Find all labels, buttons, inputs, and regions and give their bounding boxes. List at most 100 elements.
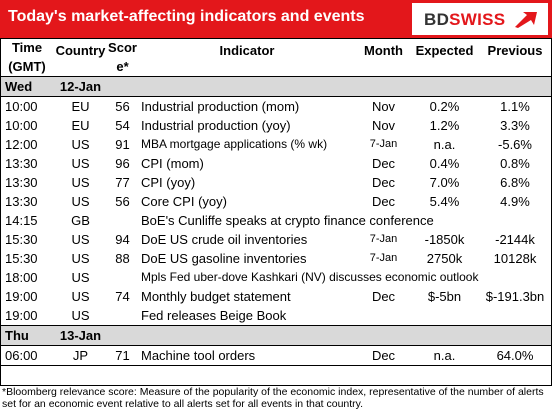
cell-time: 13:30 [5, 194, 38, 209]
cell-previous: -2144k [495, 232, 535, 247]
day-group-thu: Thu 13-Jan 06:00 JP 71 Machine tool orde… [1, 325, 551, 366]
cell-country: GB [71, 213, 90, 228]
cell-score [108, 306, 137, 326]
table-row: 06:00 JP 71 Machine tool orders Dec n.a.… [1, 345, 551, 366]
cell-previous: 3.3% [500, 118, 530, 133]
cell-score: 74 [115, 289, 130, 304]
indicator-table: Time (GMT) Country Score* Indicator Mont… [1, 38, 551, 366]
col-header-month: Month [357, 38, 410, 77]
cell-score: 91 [115, 137, 130, 152]
cell-month: Nov [371, 118, 396, 133]
table-row: 12:00 US 91 MBA mortgage applications (%… [1, 135, 551, 154]
col-header-score: Score* [108, 38, 137, 77]
cell-month: Dec [371, 156, 396, 171]
cell-month: 7-Jan [369, 138, 398, 150]
cell-expected: n.a. [433, 137, 456, 152]
day-date: 13-Jan [53, 325, 108, 346]
cell-indicator: Monthly budget statement [141, 289, 291, 304]
cell-expected: -1850k [424, 232, 465, 247]
cell-previous: 6.8% [500, 175, 530, 190]
col-header-indicator: Indicator [137, 38, 357, 77]
table-row: 15:30 US 88 DoE US gasoline inventories … [1, 249, 551, 268]
cell-time: 19:00 [5, 308, 38, 323]
table-row: 19:00 US Fed releases Beige Book [1, 306, 551, 326]
cell-time: 10:00 [5, 118, 38, 133]
title-bar: Today's market-affecting indicators and … [0, 0, 552, 38]
cell-time: 06:00 [1, 345, 53, 366]
cell-previous: 4.9% [500, 194, 530, 209]
table-row: 18:00 US Mpls Fed uber-dove Kashkari (NV… [1, 268, 551, 287]
cell-country: EU [71, 99, 90, 114]
cell-score: 56 [115, 194, 130, 209]
bdswiss-logo: BDSWISS [412, 3, 548, 35]
table-row: 13:30 US 77 CPI (yoy) Dec 7.0% 6.8% [1, 173, 551, 192]
cell-expected: 7.0% [429, 175, 460, 190]
cell-time: 12:00 [5, 137, 38, 152]
cell-country: EU [71, 118, 90, 133]
cell-country: US [71, 251, 90, 266]
cell-indicator: Fed releases Beige Book [141, 308, 287, 323]
cell-time: 19:00 [5, 289, 38, 304]
cell-score: 77 [115, 175, 130, 190]
cell-country: US [71, 194, 90, 209]
table-row: 14:15 GB BoE's Cunliffe speaks at crypto… [1, 211, 551, 230]
cell-expected: 5.4% [429, 194, 460, 209]
cell-time: 14:15 [5, 213, 38, 228]
table-row: 10:00 EU 56 Industrial production (mom) … [1, 97, 551, 117]
cell-country: JP [53, 345, 108, 366]
cell-country: US [71, 137, 90, 152]
logo-suffix: SWISS [449, 10, 506, 29]
cell-month: 7-Jan [369, 252, 398, 264]
cell-indicator: DoE US crude oil inventories [141, 232, 308, 247]
col-header-previous: Previous [479, 38, 551, 77]
day-date: 12-Jan [53, 76, 108, 97]
cell-time: 15:30 [5, 251, 38, 266]
cell-country: US [71, 232, 90, 247]
cell-time: 13:30 [5, 156, 38, 171]
cell-expected: n.a. [410, 345, 479, 366]
cell-score: 88 [115, 251, 130, 266]
cell-country: US [71, 156, 90, 171]
cell-score [108, 268, 137, 287]
day-weekday: Wed [1, 76, 53, 97]
cell-indicator: DoE US gasoline inventories [141, 251, 307, 266]
logo-prefix: BD [424, 10, 450, 29]
cell-score: 94 [115, 232, 130, 247]
day-group-wed: Wed 12-Jan 10:00 EU 56 Industrial produc… [1, 76, 551, 326]
cell-indicator: Industrial production (mom) [141, 99, 300, 114]
cell-expected: 1.2% [429, 118, 460, 133]
cell-indicator: CPI (mom) [141, 156, 204, 171]
cell-month: Dec [371, 194, 396, 209]
cell-month: Dec [371, 289, 396, 304]
cell-previous: 1.1% [500, 99, 530, 114]
table-row: 19:00 US 74 Monthly budget statement Dec… [1, 287, 551, 306]
cell-indicator: MBA mortgage applications (% wk) [141, 137, 328, 151]
logo-chevron-icon [515, 12, 537, 28]
table-row: 10:00 EU 54 Industrial production (yoy) … [1, 116, 551, 135]
cell-month: 7-Jan [369, 233, 398, 245]
page-title: Today's market-affecting indicators and … [8, 8, 365, 25]
day-header-row: Thu 13-Jan [1, 325, 551, 346]
cell-country: US [71, 270, 90, 285]
column-header-row: Time (GMT) Country Score* Indicator Mont… [1, 38, 551, 77]
cell-month: Dec [357, 345, 410, 366]
col-header-country: Country [53, 38, 108, 77]
cell-previous: 0.8% [500, 156, 530, 171]
cell-score: 71 [108, 345, 137, 366]
cell-expected: 0.4% [429, 156, 460, 171]
cell-score: 96 [115, 156, 130, 171]
day-header-row: Wed 12-Jan [1, 76, 551, 97]
cell-expected: $-5bn [427, 289, 462, 304]
cell-time: 10:00 [5, 99, 38, 114]
cell-score: 54 [115, 118, 130, 133]
cell-time: 18:00 [5, 270, 38, 285]
cell-month: Nov [371, 99, 396, 114]
cell-previous: 10128k [493, 251, 537, 266]
cell-country: US [71, 289, 90, 304]
cell-indicator: BoE's Cunliffe speaks at crypto finance … [141, 213, 434, 228]
cell-previous: 64.0% [479, 345, 551, 366]
table-row: 13:30 US 96 CPI (mom) Dec 0.4% 0.8% [1, 154, 551, 173]
table-row: 13:30 US 56 Core CPI (yoy) Dec 5.4% 4.9% [1, 192, 551, 211]
col-header-time: Time (GMT) [1, 38, 53, 77]
